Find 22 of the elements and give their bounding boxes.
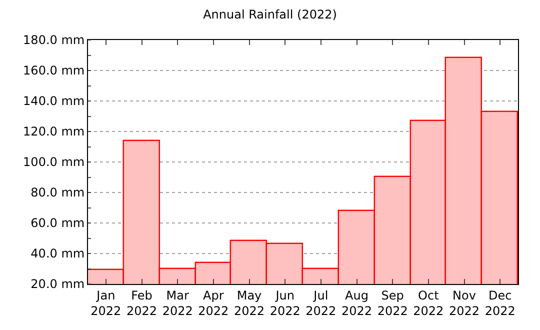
- x-tick-label: May 2022: [234, 288, 265, 318]
- y-tick-label: 80.0 mm: [30, 186, 85, 200]
- x-tick-label: Jun 2022: [270, 288, 300, 318]
- x-tick-label: Dec 2022: [484, 288, 516, 318]
- x-tick-label: Mar 2022: [162, 288, 193, 318]
- chart-title: Annual Rainfall (2022): [203, 7, 337, 22]
- y-tick-label: 140.0 mm: [23, 94, 85, 108]
- y-tick-label: 100.0 mm: [23, 155, 85, 170]
- x-tick-label: Nov 2022: [448, 288, 480, 318]
- y-tick-label: 120.0 mm: [23, 124, 85, 139]
- y-tick-label: 20.0 mm: [30, 277, 85, 292]
- x-tick-label: Jul 2022: [306, 288, 336, 318]
- y-tick-label: 160.0 mm: [23, 64, 85, 78]
- x-tick-label: Jan 2022: [90, 288, 122, 318]
- x-tick-label: Sep 2022: [377, 288, 408, 318]
- x-tick-label: Apr 2022: [198, 288, 229, 318]
- y-tick-label: 40.0 mm: [30, 246, 85, 261]
- y-tick-label: 180.0 mm: [23, 33, 85, 48]
- x-tick-label: Oct 2022: [413, 288, 444, 318]
- x-tick-label: Aug 2022: [341, 288, 372, 318]
- x-tick-label: Feb 2022: [126, 288, 158, 318]
- y-tick-label: 60.0 mm: [30, 216, 85, 230]
